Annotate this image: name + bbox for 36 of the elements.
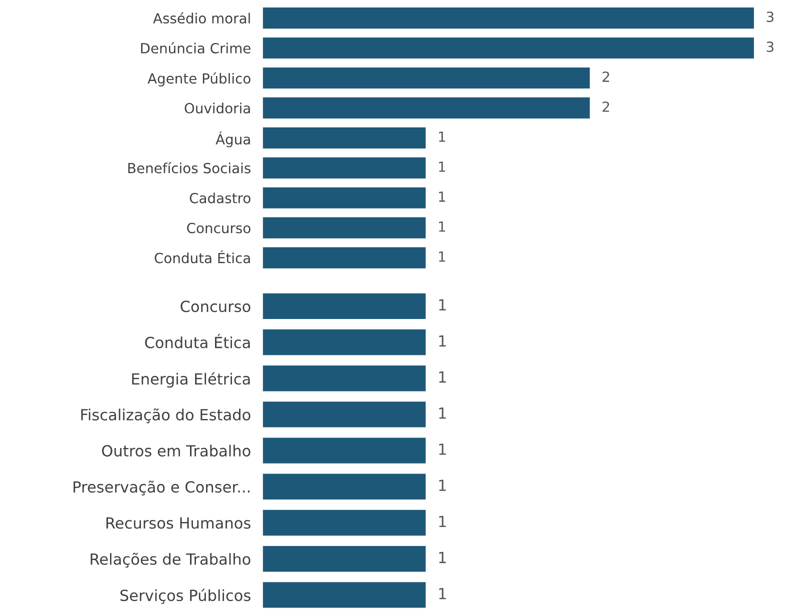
data-label: 1 — [439, 335, 446, 346]
data-label: 1 — [439, 408, 446, 419]
y-tick-label: Água — [216, 132, 250, 148]
y-tick-label: Outros em Trabalho — [102, 444, 250, 457]
y-tick-label: Assédio moral — [153, 12, 250, 24]
y-tick-label: Benefícios Sociais — [128, 162, 250, 174]
data-label: 2 — [602, 72, 610, 82]
data-label: 1 — [439, 371, 446, 383]
data-label: 1 — [439, 252, 446, 262]
data-label: 1 — [439, 192, 446, 202]
data-label: 1 — [439, 480, 446, 491]
data-label: 2 — [602, 101, 610, 112]
y-tick-label: Concurso — [180, 300, 250, 312]
data-label: 3 — [766, 12, 774, 22]
data-label: 1 — [439, 588, 446, 600]
data-label: 1 — [439, 132, 446, 142]
y-tick-label: Recursos Humanos — [106, 517, 250, 529]
data-label: 1 — [439, 516, 446, 527]
y-tick-label: Preservação e Conser... — [74, 480, 250, 496]
data-label: 1 — [439, 552, 446, 564]
y-tick-label: Energia Elétrica — [132, 372, 250, 388]
data-label: 1 — [439, 162, 446, 172]
y-tick-label: Agente Público — [148, 72, 250, 86]
y-tick-label: Denúncia Crime — [141, 42, 250, 54]
y-tick-label: Cadastro — [190, 192, 250, 204]
data-label: 1 — [439, 444, 446, 455]
y-tick-label: Concurso — [187, 222, 250, 234]
data-label: 1 — [439, 222, 446, 232]
data-label: 1 — [439, 299, 446, 310]
y-tick-label: Serviços Públicos — [120, 588, 250, 604]
y-tick-label: Fiscalização do Estado — [81, 408, 250, 424]
y-tick-label: Relações de Trabalho — [90, 552, 250, 568]
y-tick-label: Conduta Ética — [154, 250, 250, 264]
data-label: 3 — [766, 42, 774, 52]
y-tick-label: Ouvidoria — [184, 102, 250, 114]
y-tick-label: Conduta Ética — [145, 334, 250, 348]
